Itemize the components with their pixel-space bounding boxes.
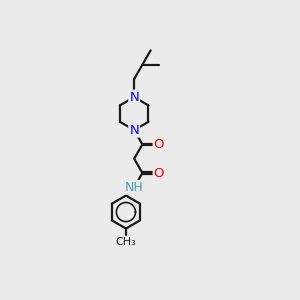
Text: O: O [154,138,164,151]
Text: NH: NH [125,181,143,194]
Text: CH₃: CH₃ [116,237,136,247]
Text: N: N [129,124,139,136]
Text: O: O [154,167,164,179]
Text: N: N [129,91,139,103]
